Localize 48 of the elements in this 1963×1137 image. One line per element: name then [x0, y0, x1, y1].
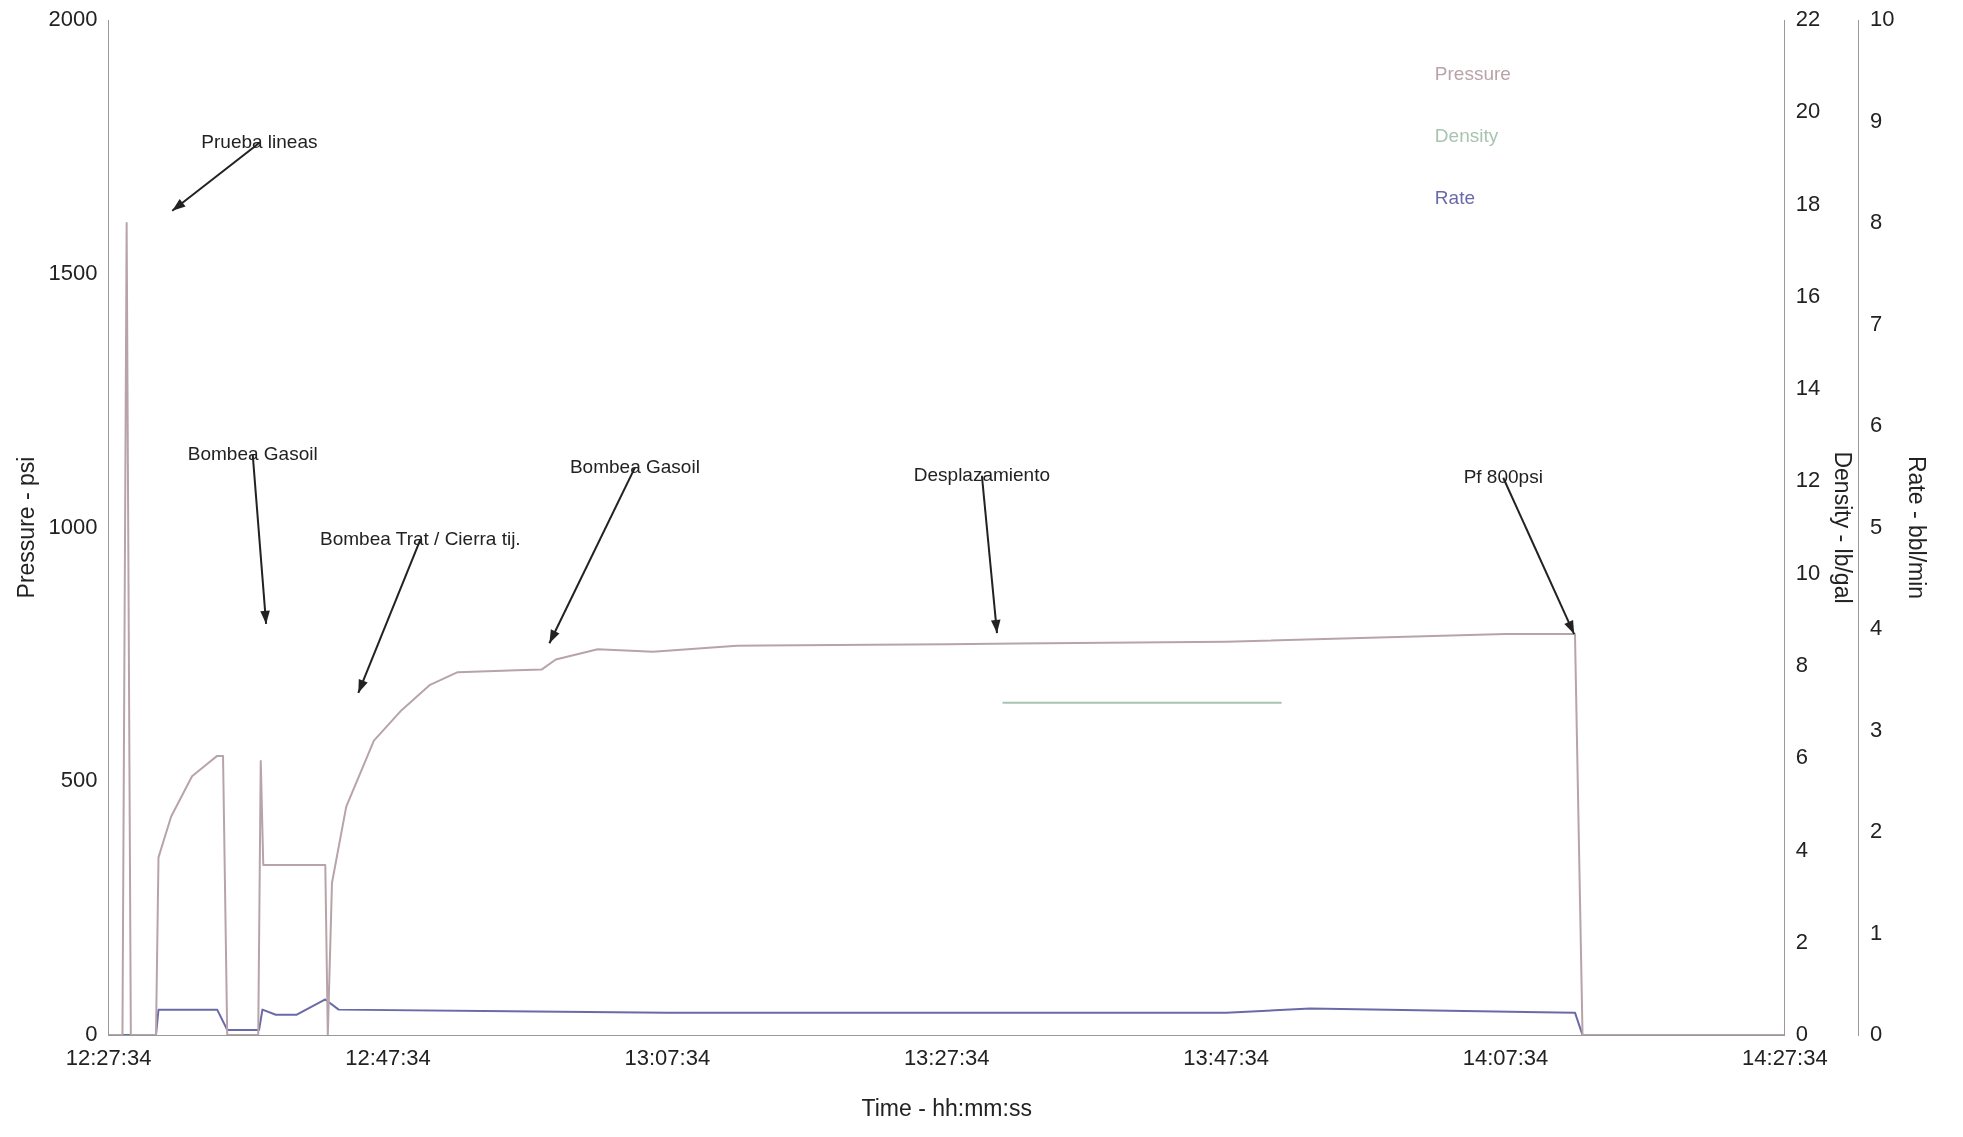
y2-tick-label: 4	[1795, 836, 1809, 862]
y3-tick-label: 10	[1869, 6, 1895, 32]
y3-tick-label: 1	[1869, 919, 1883, 945]
x-tick-label: 14:27:34	[1742, 1045, 1828, 1071]
text: Pressure	[1434, 63, 1511, 85]
y-tick-label: 1500	[48, 259, 98, 285]
y-axis-title: Pressure - psi	[13, 456, 40, 599]
annotation: Prueba lineas	[201, 131, 318, 153]
y3-tick-label: 0	[1869, 1021, 1883, 1047]
y3-tick-label: 6	[1869, 412, 1883, 438]
y2-tick-label: 8	[1795, 651, 1809, 677]
x-tick-label: 14:07:34	[1462, 1045, 1549, 1071]
annotation: Bombea Gasoil	[187, 442, 318, 464]
annotation: Desplazamiento	[913, 463, 1051, 485]
x-tick-label: 12:47:34	[345, 1045, 431, 1071]
y-tick-label: 0	[85, 1021, 98, 1047]
y2-tick-label: 2	[1795, 928, 1809, 954]
y2-tick-label: 0	[1795, 1021, 1809, 1047]
y3-tick-label: 7	[1869, 310, 1883, 336]
y3-tick-label: 2	[1869, 818, 1883, 844]
x-tick-label: 13:47:34	[1183, 1045, 1269, 1071]
y2-tick-label: 14	[1795, 375, 1821, 401]
y3-axis-title: Rate - bbl/min	[1903, 455, 1930, 600]
y-tick-label: 500	[60, 767, 98, 793]
y2-tick-label: 16	[1795, 282, 1821, 308]
y2-tick-label: 6	[1795, 744, 1809, 770]
y3-tick-label: 8	[1869, 209, 1883, 235]
annotation: Bombea Gasoil	[569, 455, 700, 477]
y-tick-label: 2000	[48, 6, 98, 32]
y2-tick-label: 12	[1795, 467, 1821, 493]
y2-axis-title: Density - lb/gal	[1829, 451, 1856, 604]
text: Density	[1434, 125, 1499, 147]
x-tick-label: 13:27:34	[903, 1045, 990, 1071]
annotation: Bombea Trat / Cierra tij.	[320, 527, 521, 549]
y2-tick-label: 10	[1795, 559, 1821, 585]
y-tick-label: 1000	[48, 513, 98, 539]
annotation: Pf 800psi	[1463, 466, 1543, 487]
y2-tick-label: 22	[1795, 6, 1821, 32]
y2-tick-label: 18	[1795, 190, 1821, 216]
y3-tick-label: 3	[1869, 716, 1883, 742]
x-tick-label: 12:27:34	[65, 1045, 152, 1071]
y3-tick-label: 4	[1869, 615, 1883, 641]
x-axis-title: Time - hh:mm:ss	[861, 1094, 1032, 1121]
y3-tick-label: 9	[1869, 107, 1883, 133]
y2-tick-label: 20	[1795, 98, 1821, 124]
x-tick-label: 13:07:34	[624, 1045, 711, 1071]
y3-tick-label: 5	[1869, 513, 1883, 539]
text: Rate	[1434, 187, 1475, 209]
